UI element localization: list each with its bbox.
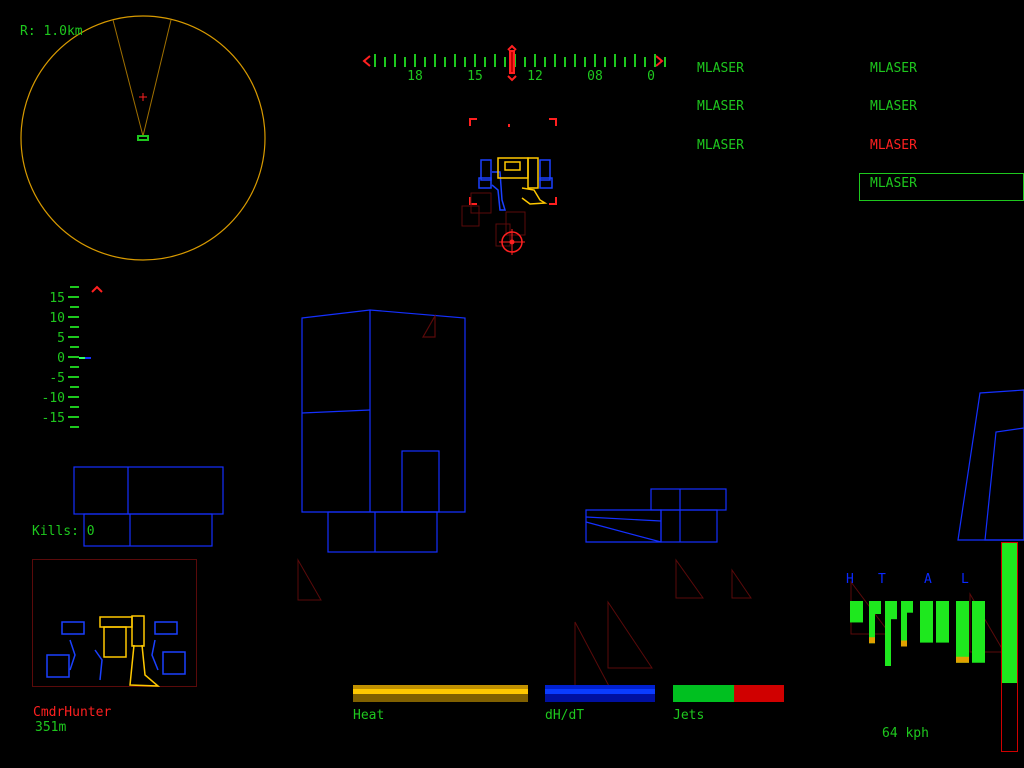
jets-label: Jets: [673, 708, 704, 723]
scenery-building-far-right: [957, 389, 1024, 541]
armor-bar: [850, 601, 863, 623]
compass-label: 15: [467, 69, 483, 84]
heat-gauge: Heat: [353, 685, 528, 723]
target-bracket: [469, 118, 557, 205]
armor-bar: [907, 601, 913, 613]
weapon-slot[interactable]: MLASER: [697, 61, 744, 76]
pitch-label: 0: [57, 351, 65, 366]
armor-bar: [885, 601, 891, 666]
armor-status: H T A L: [846, 572, 985, 666]
target-view-mech: [46, 615, 186, 687]
scenery-building-tall: [301, 309, 466, 553]
weapon-slot-recharging[interactable]: MLASER: [870, 138, 917, 153]
heat-rate-gauge: dH/dT: [545, 685, 655, 723]
armor-bar-damage: [901, 640, 907, 647]
armor-label-torso: T: [878, 572, 886, 587]
radar-enemy-blip: [139, 93, 147, 101]
scenery-pylons: [297, 558, 1005, 689]
armor-bar: [869, 601, 875, 644]
radar-range-label: R: 1.0km: [20, 24, 83, 39]
compass-heading-marker: [507, 44, 517, 82]
armor-bar: [936, 601, 949, 643]
armor-label-arms: A: [924, 572, 932, 587]
pitch-label: -15: [42, 411, 65, 426]
target-mech-wireframe: [478, 157, 553, 211]
weapon-slot[interactable]: MLASER: [870, 61, 917, 76]
compass-heading-tape: 18 15 12 08 0: [362, 44, 666, 84]
pitch-label: -10: [42, 391, 65, 406]
armor-bar: [956, 601, 969, 663]
compass-label: 18: [407, 69, 423, 84]
target-name: CmdrHunter: [33, 705, 111, 720]
crosshair-reticle: [461, 192, 526, 255]
weapon-slot-selected[interactable]: MLASER: [870, 176, 917, 191]
armor-bar: [920, 601, 933, 643]
target-distance: 351m: [35, 720, 66, 735]
compass-label: 08: [587, 69, 603, 84]
radar: R: 1.0km: [20, 15, 266, 261]
radar-player-marker: [137, 135, 149, 141]
target-view-panel: [32, 559, 197, 687]
weapon-slot[interactable]: MLASER: [870, 99, 917, 114]
armor-bar: [875, 601, 881, 614]
weapon-slot[interactable]: MLASER: [697, 138, 744, 153]
armor-bar: [972, 601, 985, 663]
armor-bar-damage: [956, 656, 969, 663]
jump-jets-gauge: Jets: [673, 685, 784, 723]
speed-readout: 64 kph: [882, 726, 929, 741]
compass-label: 0: [647, 69, 655, 84]
throttle-gauge: [1001, 542, 1018, 752]
heat-rate-label: dH/dT: [545, 708, 584, 723]
pitch-label: 15: [49, 291, 65, 306]
compass-label: 12: [527, 69, 543, 84]
armor-bar: [891, 601, 897, 620]
pitch-ladder: 15 10 5 0 -5 -10 -15: [42, 285, 103, 428]
scenery-building-left: [73, 466, 224, 547]
armor-bar-damage: [869, 637, 875, 644]
kills-counter: Kills: 0: [32, 524, 95, 539]
weapons-list: MLASER MLASER MLASER MLASER MLASER MLASE…: [697, 61, 1024, 201]
armor-bar: [901, 601, 907, 647]
pitch-label: 5: [57, 331, 65, 346]
heat-label: Heat: [353, 708, 384, 723]
armor-label-head: H: [846, 572, 854, 587]
compass-right-arrow-icon: [655, 55, 664, 67]
pitch-label: -5: [49, 371, 65, 386]
compass-left-arrow-icon: [362, 55, 371, 67]
weapon-slot[interactable]: MLASER: [697, 99, 744, 114]
armor-label-legs: L: [961, 572, 969, 587]
pitch-up-indicator-icon: [91, 285, 103, 293]
scenery-building-right: [585, 488, 727, 543]
pitch-label: 10: [49, 311, 65, 326]
